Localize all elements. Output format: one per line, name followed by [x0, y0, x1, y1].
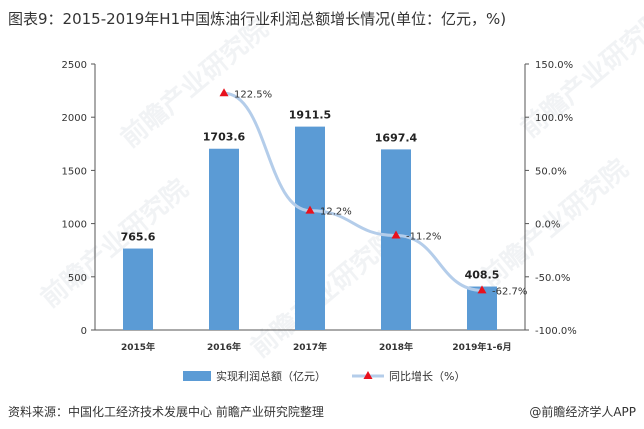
- legend: 实现利润总额（亿元） 同比增长（%）: [183, 369, 465, 383]
- bar: [467, 286, 497, 330]
- x-tick-label: 2019年1-6月: [452, 341, 511, 353]
- watermark-text: 前瞻产业研究院: [35, 173, 194, 314]
- y-right-tick-label: 50.0%: [535, 166, 567, 177]
- growth-line-path: [222, 91, 484, 292]
- x-tick-label: 2016年: [207, 341, 241, 353]
- x-tick-label: 2018年: [379, 341, 413, 353]
- y-right-tick-label: 150.0%: [535, 60, 573, 71]
- growth-marker: [477, 285, 487, 294]
- bar: [209, 148, 239, 330]
- bar-value-label: 408.5: [465, 269, 500, 282]
- growth-value-label: 12.2%: [320, 207, 352, 218]
- y-left-tick-label: 1500: [62, 166, 87, 177]
- growth-marker: [305, 205, 315, 214]
- bars: 765.6 1703.6 1911.5 1697.4 408.5: [121, 109, 500, 331]
- growth-value-label: -11.2%: [406, 232, 441, 243]
- y-left-tick-label: 0: [81, 326, 87, 337]
- chart-title: 图表9：2015-2019年H1中国炼油行业利润总额增长情况(单位：亿元，%): [8, 10, 507, 28]
- brand-credit: @前瞻经济学人APP: [529, 405, 636, 419]
- source-note: 资料来源：中国化工经济技术发展中心 前瞻产业研究院整理: [8, 405, 324, 419]
- legend-marker: [363, 371, 373, 379]
- bar-value-label: 1703.6: [203, 131, 246, 144]
- x-tick-label: 2015年: [121, 341, 155, 353]
- growth-marker: [391, 230, 401, 239]
- bar: [381, 149, 411, 330]
- y-left-tick-label: 2000: [62, 113, 87, 124]
- growth-value-label: 122.5%: [234, 89, 272, 100]
- y-left-tick-label: 500: [68, 273, 87, 284]
- bar-value-label: 1697.4: [375, 131, 418, 144]
- legend-swatch-bar: [183, 371, 211, 381]
- bar: [123, 248, 153, 330]
- y-left-tick-label: 1000: [62, 220, 87, 231]
- y-right-tick-label: 0.0%: [535, 220, 560, 231]
- x-tick-label: 2017年: [293, 341, 327, 353]
- y-right-tick-label: -50.0%: [535, 273, 570, 284]
- legend-label: 同比增长（%）: [389, 369, 465, 383]
- watermark-text: 前瞻产业研究院: [115, 13, 274, 154]
- combo-chart: 前瞻产业研究院前瞻产业研究院前瞻产业研究院前瞻产业研究院前瞻产业研究院 0500…: [35, 3, 644, 383]
- growth-marker: [219, 88, 229, 97]
- bar-value-label: 1911.5: [289, 109, 331, 122]
- y-left-tick-label: 2500: [62, 60, 87, 71]
- bar-value-label: 765.6: [121, 231, 156, 244]
- legend-label: 实现利润总额（亿元）: [216, 369, 326, 383]
- axes: 0 500 1000 1500 2000 2500 -100.0% -50.0% 0.0% 50.…: [62, 60, 577, 353]
- growth-line: 122.5% 12.2% -11.2% -62.7%: [219, 88, 527, 297]
- y-right-tick-label: -100.0%: [535, 326, 577, 337]
- y-right-tick-label: 100.0%: [535, 113, 573, 124]
- growth-value-label: -62.7%: [492, 286, 527, 297]
- bar: [295, 126, 325, 331]
